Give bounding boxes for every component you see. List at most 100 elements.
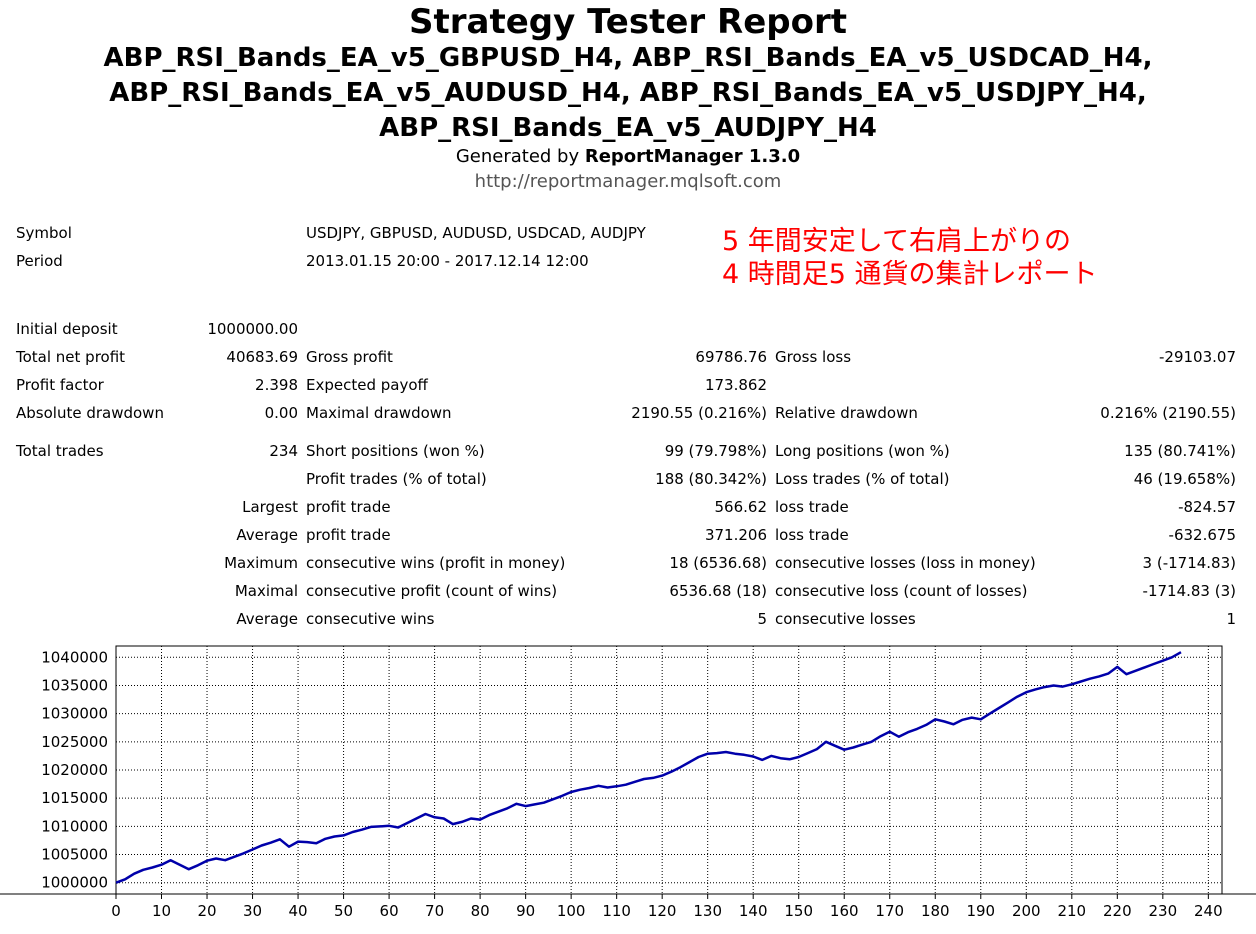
long-positions-label: Long positions (won %) bbox=[775, 442, 950, 460]
average-wins-label: consecutive wins bbox=[306, 610, 435, 628]
x-tick-label: 200 bbox=[1012, 902, 1041, 920]
x-tick-label: 60 bbox=[380, 902, 399, 920]
y-tick-label: 1010000 bbox=[41, 817, 108, 835]
x-tick-label: 100 bbox=[557, 902, 586, 920]
maximal-label: Maximal bbox=[234, 582, 298, 600]
y-tick-label: 1035000 bbox=[41, 676, 108, 694]
y-tick-label: 1000000 bbox=[41, 874, 108, 892]
loss-trades-value: 46 (19.658%) bbox=[1133, 470, 1236, 488]
maximal-profit-value: 6536.68 (18) bbox=[669, 582, 767, 600]
gross-loss-value: -29103.07 bbox=[1159, 348, 1236, 366]
short-positions-value: 99 (79.798%) bbox=[664, 442, 767, 460]
loss-trades-label: Loss trades (% of total) bbox=[775, 470, 950, 488]
report-title: Strategy Tester Report bbox=[409, 2, 847, 42]
report-subtitle-line-2: ABP_RSI_Bands_EA_v5_AUDUSD_H4, ABP_RSI_B… bbox=[109, 78, 1147, 108]
average-consecutive-label: Average bbox=[236, 610, 298, 628]
y-tick-label: 1015000 bbox=[41, 789, 108, 807]
largest-loss-label: loss trade bbox=[775, 498, 849, 516]
average-profit-label: profit trade bbox=[306, 526, 391, 544]
average-loss-label: loss trade bbox=[775, 526, 849, 544]
gross-loss-label: Gross loss bbox=[775, 348, 852, 366]
profit-trades-value: 188 (80.342%) bbox=[655, 470, 767, 488]
maximum-wins-value: 18 (6536.68) bbox=[669, 554, 767, 572]
relative-drawdown-value: 0.216% (2190.55) bbox=[1100, 404, 1236, 422]
x-tick-label: 50 bbox=[334, 902, 353, 920]
long-positions-value: 135 (80.741%) bbox=[1124, 442, 1236, 460]
y-tick-label: 1020000 bbox=[41, 761, 108, 779]
x-tick-label: 170 bbox=[875, 902, 904, 920]
maximum-losses-value: 3 (-1714.83) bbox=[1142, 554, 1236, 572]
largest-loss-value: -824.57 bbox=[1178, 498, 1236, 516]
y-tick-label: 1005000 bbox=[41, 846, 108, 864]
average-losses-label: consecutive losses bbox=[775, 610, 916, 628]
x-tick-label: 80 bbox=[471, 902, 490, 920]
x-tick-label: 30 bbox=[243, 902, 262, 920]
symbol-value: USDJPY, GBPUSD, AUDUSD, USDCAD, AUDJPY bbox=[306, 224, 646, 242]
maximum-label: Maximum bbox=[224, 554, 298, 572]
total-trades-value: 234 bbox=[269, 442, 298, 460]
expected-payoff-value: 173.862 bbox=[704, 376, 767, 394]
total-net-profit-label: Total net profit bbox=[16, 348, 126, 366]
initial-deposit-label: Initial deposit bbox=[16, 320, 118, 338]
x-tick-label: 70 bbox=[425, 902, 444, 920]
maximal-loss-value: -1714.83 (3) bbox=[1142, 582, 1236, 600]
period-label: Period bbox=[16, 252, 63, 270]
average-label: Average bbox=[236, 526, 298, 544]
y-tick-label: 1040000 bbox=[41, 648, 108, 666]
x-tick-label: 0 bbox=[111, 902, 121, 920]
initial-deposit-value: 1000000.00 bbox=[207, 320, 298, 338]
annotation-line-1: 5 年間安定して右肩上がりの bbox=[722, 226, 1071, 257]
x-tick-label: 240 bbox=[1194, 902, 1223, 920]
generated-by-line: Generated by ReportManager 1.3.0 bbox=[0, 145, 1256, 169]
largest-label: Largest bbox=[242, 498, 298, 516]
x-tick-label: 120 bbox=[648, 902, 677, 920]
gross-profit-value: 69786.76 bbox=[695, 348, 767, 366]
absolute-drawdown-label: Absolute drawdown bbox=[16, 404, 164, 422]
maximum-losses-label: consecutive losses (loss in money) bbox=[775, 554, 1036, 572]
x-tick-label: 20 bbox=[197, 902, 216, 920]
maximal-drawdown-value: 2190.55 (0.216%) bbox=[631, 404, 767, 422]
x-tick-label: 230 bbox=[1149, 902, 1178, 920]
x-tick-label: 140 bbox=[739, 902, 768, 920]
balance-chart: 1000000 1005000 1010000 1015000 1020000 10250… bbox=[0, 645, 1256, 920]
period-value: 2013.01.15 20:00 - 2017.12.14 12:00 bbox=[306, 252, 589, 270]
annotation-line-2: 4 時間足5 通貨の集計レポート bbox=[722, 259, 1098, 290]
maximum-wins-label: consecutive wins (profit in money) bbox=[306, 554, 566, 572]
gross-profit-label: Gross profit bbox=[306, 348, 393, 366]
x-tick-label: 130 bbox=[693, 902, 722, 920]
x-tick-label: 180 bbox=[921, 902, 950, 920]
largest-profit-value: 566.62 bbox=[714, 498, 768, 516]
x-tick-label: 190 bbox=[966, 902, 995, 920]
generator-url: http://reportmanager.mqlsoft.com bbox=[474, 171, 782, 192]
y-tick-label: 1025000 bbox=[41, 733, 108, 751]
generator-name: ReportManager 1.3.0 bbox=[584, 146, 801, 167]
average-wins-value: 5 bbox=[757, 610, 767, 628]
x-tick-label: 150 bbox=[784, 902, 813, 920]
x-tick-label: 110 bbox=[602, 902, 631, 920]
total-net-profit-value: 40683.69 bbox=[226, 348, 298, 366]
x-tick-label: 10 bbox=[152, 902, 171, 920]
symbol-label: Symbol bbox=[16, 224, 72, 242]
x-tick-label: 210 bbox=[1057, 902, 1086, 920]
profit-factor-label: Profit factor bbox=[16, 376, 104, 394]
total-trades-label: Total trades bbox=[16, 442, 104, 460]
largest-profit-label: profit trade bbox=[306, 498, 391, 516]
expected-payoff-label: Expected payoff bbox=[306, 376, 428, 394]
report-subtitle-line-1: ABP_RSI_Bands_EA_v5_GBPUSD_H4, ABP_RSI_B… bbox=[103, 43, 1153, 73]
profit-factor-value: 2.398 bbox=[255, 376, 298, 394]
x-tick-label: 40 bbox=[289, 902, 308, 920]
x-tick-label: 160 bbox=[830, 902, 859, 920]
report-subtitle-line-3: ABP_RSI_Bands_EA_v5_AUDJPY_H4 bbox=[379, 113, 877, 143]
relative-drawdown-label: Relative drawdown bbox=[775, 404, 918, 422]
average-profit-value: 371.206 bbox=[704, 526, 767, 544]
maximal-loss-label: consecutive loss (count of losses) bbox=[775, 582, 1028, 600]
balance-series-line bbox=[115, 651, 1182, 884]
maximal-profit-label: consecutive profit (count of wins) bbox=[306, 582, 558, 600]
profit-trades-label: Profit trades (% of total) bbox=[306, 470, 487, 488]
x-tick-label: 90 bbox=[516, 902, 535, 920]
y-tick-label: 1030000 bbox=[41, 705, 108, 723]
short-positions-label: Short positions (won %) bbox=[306, 442, 485, 460]
maximal-drawdown-label: Maximal drawdown bbox=[306, 404, 452, 422]
generated-prefix: Generated by bbox=[455, 146, 585, 167]
absolute-drawdown-value: 0.00 bbox=[264, 404, 298, 422]
